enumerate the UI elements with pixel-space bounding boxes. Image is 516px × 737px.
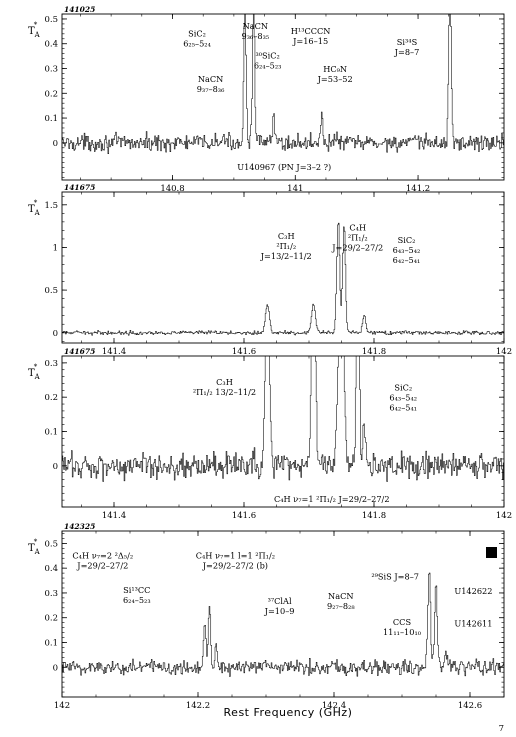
panel-2: 141.4 141.6 141.8 142 0 0.5 1 1.5TA* 141675 C₃H ²Π… [28, 183, 512, 357]
line-annotation: ³⁷ClAl J=10–9 [264, 596, 295, 616]
panel-3: 141.4 141.6 141.8 142 0 0.1 0.2 0.3TA* 141675 C₃H… [28, 347, 512, 521]
y-tick-label: 0.4 [44, 564, 58, 574]
panel-4: 142 142.2 142.4 142.6 0 0.1 0.2 0.3 0.4 0.5TA* 142… [28, 522, 505, 711]
line-annotation: C₃H ²Π₁/₂ 13/2–11/2 [193, 377, 256, 397]
y-tick-label: 0.5 [44, 286, 58, 296]
x-axis-title: Rest Frequency (GHz) [224, 706, 353, 719]
line-annotation: C₄H ν₇=2 ²Δ₅/₂ J=29/2–27/2 [72, 550, 133, 570]
x-tick-label: 142.2 [186, 701, 210, 711]
y-axis-label: TA* [28, 538, 41, 556]
y-tick-label: 0.2 [44, 89, 58, 99]
line-annotation: U140967 (PN J=3–2 ?) [237, 162, 331, 172]
line-annotation: C₄H ν₇=1 ²Π₁/₂ J=29/2–27/2 [274, 494, 390, 504]
y-tick-label: 0 [53, 663, 58, 673]
plot-frame [61, 530, 505, 698]
y-axis-label: TA* [28, 21, 41, 39]
line-annotation: ³⁰SiC₂ 6₂₄–5₂₃ [254, 51, 282, 71]
plot-frame [61, 355, 505, 508]
spectrum-trace [62, 14, 504, 155]
line-annotation: ²⁹SiS J=8–7 [371, 571, 419, 581]
line-annotation: HC₉N J=53–52 [317, 64, 353, 84]
panel-id: 142325 [64, 522, 95, 531]
y-tick-label: 0.2 [44, 614, 58, 624]
x-tick-label: 141 [287, 184, 303, 194]
page-number: 7 [499, 724, 504, 734]
spectrum-trace [62, 222, 504, 336]
x-tick-label: 142 [496, 511, 512, 521]
x-tick-label: 142 [54, 701, 70, 711]
line-annotation: NaCN 9₃₆–8₃₅ [242, 21, 270, 41]
x-tick-label: 141.8 [362, 511, 386, 521]
y-tick-label: 0 [53, 462, 58, 472]
line-annotation: H¹³CCCN J=16–15 [291, 26, 331, 46]
line-annotation: SiC₂ 6₄₃–5₄₂ 6₄₂–5₄₁ [389, 382, 417, 412]
black-square-marker [486, 547, 497, 558]
y-tick-label: 0.3 [44, 359, 58, 369]
x-tick-label: 141.4 [102, 347, 126, 357]
line-annotation: U142611 [454, 618, 492, 628]
y-tick-label: 0.3 [44, 589, 58, 599]
panel-id: 141675 [64, 183, 95, 192]
y-tick-label: 0.2 [44, 393, 58, 403]
y-axis-label: TA* [28, 363, 41, 381]
y-tick-label: 0 [53, 329, 58, 339]
x-tick-label: 141.6 [232, 347, 256, 357]
spectrum-trace [62, 356, 504, 482]
y-tick-label: 0.5 [44, 15, 58, 25]
line-annotation: CCS 11₁₁–10₁₀ [383, 617, 422, 637]
y-tick-label: 1 [53, 243, 58, 253]
line-annotation: SiC₂ 6₄₃–5₄₂ 6₄₂–5₄₁ [393, 235, 421, 265]
y-tick-label: 0.4 [44, 40, 58, 50]
figure-extras: Rest Frequency (GHz) 7 [224, 706, 504, 734]
line-annotation: C₃H ²Π₁/₂ J=13/2–11/2 [260, 231, 312, 261]
line-annotation: SiC₂ 6₂₅–5₂₄ [183, 28, 211, 48]
line-annotation: C₄H ²Π₁/₂ J=29/2–27/2 [331, 222, 383, 252]
x-tick-label: 141.6 [232, 511, 256, 521]
y-tick-label: 0.1 [44, 114, 58, 124]
plot-frame [61, 13, 505, 181]
x-tick-label: 142 [496, 347, 512, 357]
panel-1: 140.8 141 141.2 0 0.1 0.2 0.3 0.4 0.5TA* 141025 Si… [28, 5, 505, 194]
y-tick-label: 0 [53, 139, 58, 149]
line-annotation: Si³⁴S J=8–7 [394, 37, 420, 57]
x-tick-label: 141.2 [406, 184, 430, 194]
x-tick-label: 142.4 [322, 701, 346, 711]
x-tick-label: 141.4 [102, 511, 126, 521]
plot-frame [61, 191, 505, 344]
panel-id: 141675 [64, 347, 95, 356]
line-annotation: C₄H ν₇=1 l=1 ²Π₁/₂ J=29/2–27/2 (b) [196, 550, 275, 570]
y-tick-label: 0.5 [44, 539, 58, 549]
line-annotation: NaCN 9₃₇–8₃₆ [197, 74, 225, 94]
spectrum-trace [62, 572, 504, 677]
y-tick-label: 0.1 [44, 428, 58, 438]
x-tick-label: 140.8 [160, 184, 184, 194]
y-tick-label: 0.1 [44, 638, 58, 648]
y-tick-label: 1.5 [44, 201, 58, 211]
panel-id: 141025 [64, 5, 95, 14]
y-axis-label: TA* [28, 199, 41, 217]
x-tick-label: 142.6 [458, 701, 482, 711]
x-tick-label: 141.8 [362, 347, 386, 357]
line-annotation: Si¹³CC 6₂₄–5₂₃ [123, 585, 151, 605]
line-annotation: NaCN 9₂₇–8₂₈ [327, 591, 355, 611]
y-tick-label: 0.3 [44, 65, 58, 75]
line-annotation: U142622 [454, 586, 492, 596]
